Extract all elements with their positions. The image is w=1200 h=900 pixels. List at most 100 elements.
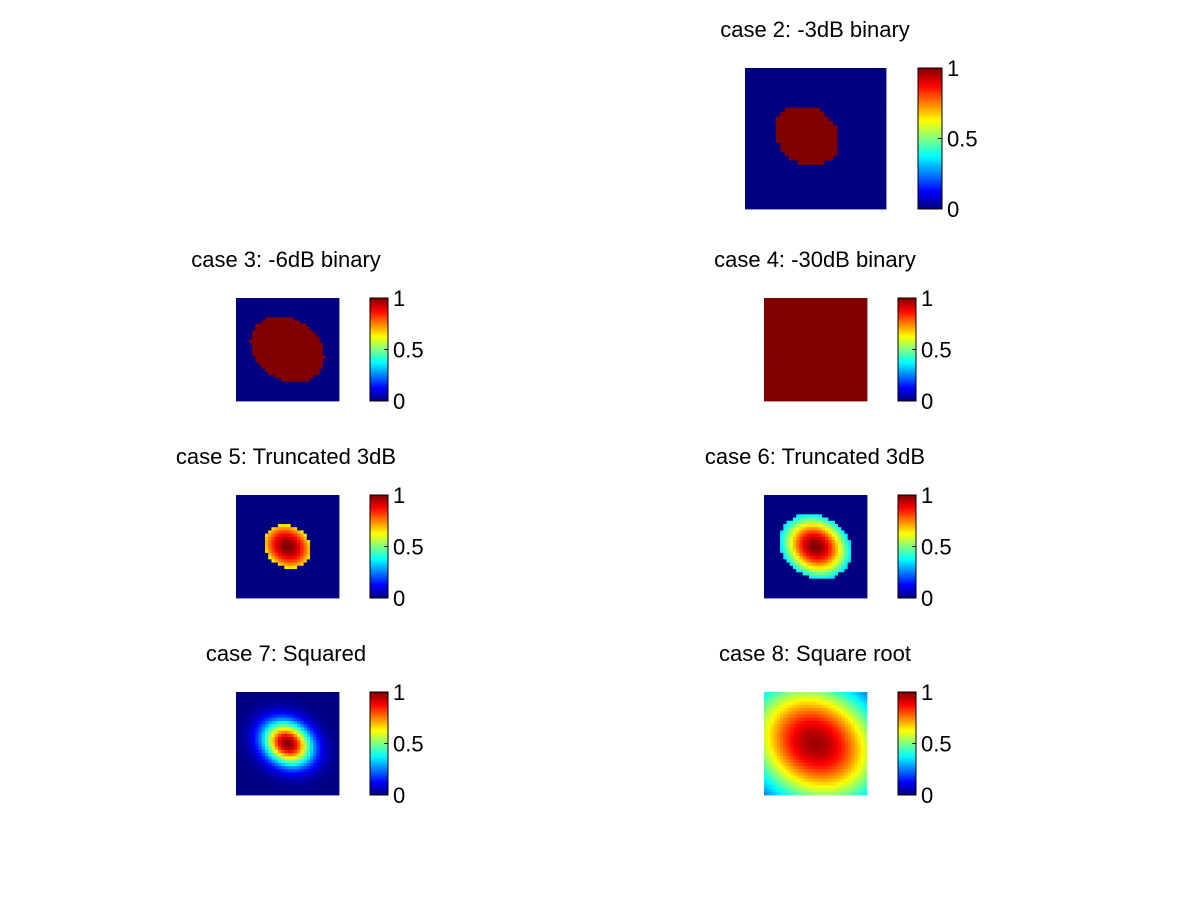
heatmap-cell: [297, 585, 301, 589]
heatmap-cell: [300, 372, 304, 376]
heatmap-cell: [303, 362, 308, 366]
heatmap-cell: [271, 394, 276, 399]
heatmap-cell: [780, 388, 784, 392]
heatmap-cell: [812, 317, 816, 321]
heatmap-cell: [258, 349, 263, 354]
heatmap-cell: [784, 191, 790, 197]
heatmap-cell: [284, 301, 288, 305]
heatmap-cell: [776, 527, 781, 531]
heatmap-cell: [792, 514, 797, 518]
heatmap-cell: [255, 343, 259, 347]
heatmap-cell: [819, 138, 825, 144]
heatmap-cell: [780, 359, 784, 363]
heatmap-cell: [775, 186, 781, 192]
heatmap-cell: [857, 343, 861, 347]
heatmap-cell: [271, 359, 276, 363]
heatmap-cell: [764, 504, 768, 509]
heatmap-cell: [802, 378, 807, 383]
heatmap-cell: [271, 301, 276, 305]
heatmap-cell: [326, 543, 330, 547]
heatmap-cell: [261, 378, 266, 383]
heatmap-cell: [293, 504, 298, 509]
heatmap-cell: [261, 498, 266, 502]
heatmap-cell: [850, 540, 855, 544]
heatmap-cell: [775, 200, 781, 205]
heatmap-cell: [322, 391, 327, 395]
heatmap-cell: [776, 298, 781, 302]
heatmap-cell: [242, 368, 247, 373]
heatmap-cell: [281, 530, 285, 535]
heatmap-cell: [855, 107, 860, 113]
heatmap-cell: [868, 164, 874, 170]
heatmap-cell: [815, 514, 820, 518]
heatmap-cell: [277, 540, 282, 544]
heatmap-cell: [872, 125, 878, 131]
heatmap-cell: [824, 81, 830, 87]
heatmap-cell: [297, 384, 301, 389]
heatmap-cell: [306, 307, 311, 312]
heatmap-cell: [847, 381, 852, 386]
heatmap-cell: [828, 552, 832, 557]
heatmap-cell: [332, 504, 337, 509]
heatmap-cell: [868, 120, 874, 126]
heatmap-cell: [824, 178, 830, 183]
heatmap-cell: [335, 594, 340, 599]
heatmap-cell: [261, 520, 266, 525]
heatmap-cell: [335, 511, 340, 515]
heatmap-cell: [780, 511, 784, 515]
heatmap-cell: [776, 540, 781, 544]
heatmap-cell: [850, 381, 855, 386]
heatmap-cell: [780, 134, 786, 139]
heatmap-cell: [834, 523, 839, 528]
heatmap-cell: [268, 594, 272, 599]
heatmap-cell: [300, 543, 304, 547]
heatmap-cell: [877, 116, 882, 122]
heatmap-cell: [771, 120, 777, 126]
heatmap-cell: [809, 320, 813, 325]
heatmap-cell: [767, 314, 771, 318]
heatmap-cell: [268, 381, 272, 386]
heatmap-cell: [819, 156, 825, 161]
heatmap-cell: [264, 362, 269, 366]
heatmap-cell: [841, 314, 845, 318]
heatmap-cell: [274, 581, 279, 586]
heatmap-cell: [818, 365, 823, 370]
heatmap-cell: [767, 394, 771, 399]
heatmap-cell: [854, 323, 858, 328]
heatmap-cell: [268, 533, 272, 538]
heatmap-cell: [797, 72, 803, 78]
heatmap-cell: [775, 103, 781, 109]
heatmap-cell: [786, 527, 791, 531]
heatmap-cell: [792, 498, 797, 502]
heatmap-cell: [841, 339, 845, 344]
heatmap-cell: [863, 94, 869, 100]
heatmap-cell: [245, 359, 250, 363]
heatmap-cell: [290, 310, 295, 315]
heatmap-cell: [863, 107, 869, 113]
heatmap-cell: [319, 326, 324, 331]
heatmap-cell: [335, 298, 340, 302]
heatmap-cell: [797, 134, 803, 139]
heatmap-cell: [834, 355, 839, 360]
heatmap-cell: [293, 310, 298, 315]
heatmap-cell: [789, 543, 794, 547]
heatmap-cell: [780, 317, 784, 321]
heatmap-cell: [796, 359, 800, 363]
heatmap-cell: [805, 359, 810, 363]
heatmap-cell: [789, 523, 794, 528]
heatmap-cell: [310, 588, 314, 592]
heatmap-cell: [290, 588, 295, 592]
heatmap-cell: [322, 546, 327, 551]
heatmap-cell: [775, 125, 781, 131]
heatmap-cell: [274, 578, 279, 583]
heatmap-cell: [290, 301, 295, 305]
heatmap-cell: [261, 507, 266, 512]
heatmap-cell: [857, 307, 861, 312]
heatmap-cell: [242, 527, 247, 531]
heatmap-cell: [771, 200, 777, 205]
heatmap-cell: [818, 359, 823, 363]
heatmap-cell: [841, 164, 847, 170]
heatmap-cell: [881, 191, 887, 197]
heatmap-cell: [841, 333, 845, 338]
heatmap-cell: [767, 310, 771, 315]
